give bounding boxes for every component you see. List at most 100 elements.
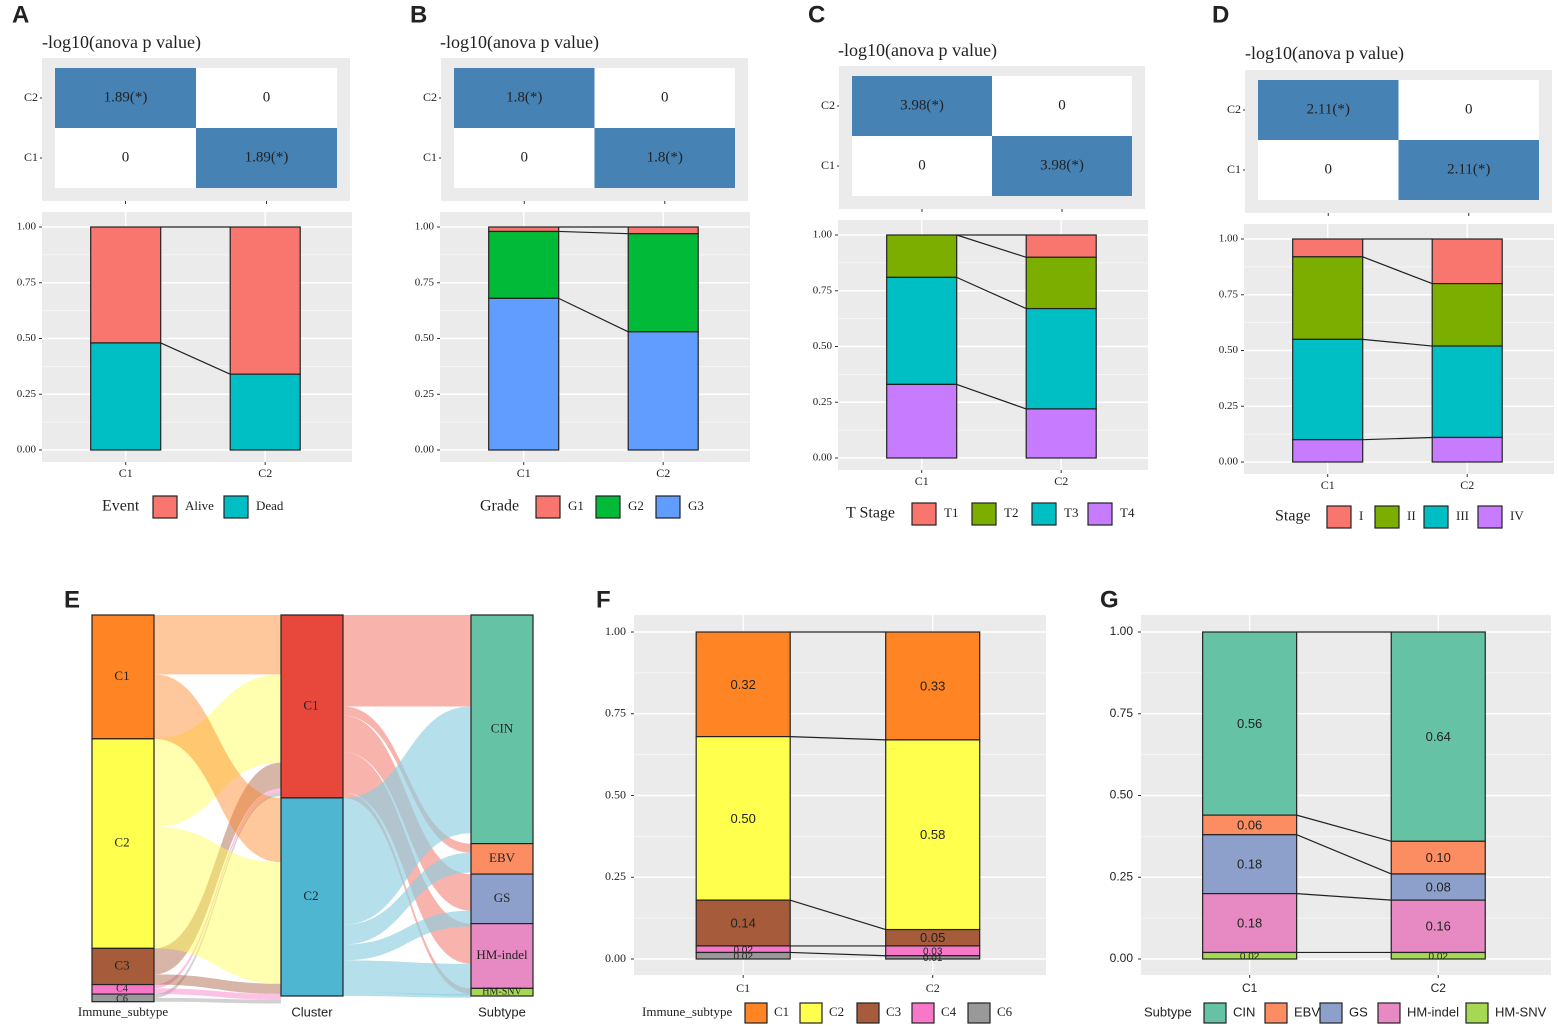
legend-swatch-g <box>1264 1002 1288 1024</box>
legend-label-c: T3 <box>1064 505 1078 520</box>
legend-swatch-f <box>799 1002 823 1024</box>
bar-segment-f <box>695 736 791 901</box>
y-tick-label-a: 1.00 <box>17 221 37 233</box>
bar-segment-g <box>1202 631 1298 816</box>
heatmap-cell-label-d: 2.11(*) <box>1307 101 1350 117</box>
heatmap-cell-a <box>196 68 337 128</box>
heatmap-row-label-b: C2 <box>423 90 437 104</box>
panel-label-f: F <box>596 586 611 613</box>
alluvial-flow <box>343 960 471 996</box>
bar-value-label-f: 0.32 <box>731 677 756 692</box>
legend-swatch-g <box>1465 1002 1489 1024</box>
y-tick-label-d: 1.00 <box>1219 233 1239 245</box>
legend-label-g: HM-SNV <box>1495 1004 1547 1019</box>
alluvial-flow <box>154 674 281 827</box>
y-tick-label-d: 0.00 <box>1219 456 1239 468</box>
heatmap-row-label-d: C1 <box>1227 162 1241 176</box>
connector-line-c <box>956 276 1027 310</box>
panel-label-e: E <box>64 586 80 613</box>
alluvial-flow <box>154 826 281 984</box>
alluvial-flow <box>154 762 281 975</box>
bar-value-label-g: 0.10 <box>1426 850 1451 865</box>
legend-label-f: C6 <box>997 1004 1013 1019</box>
legend-swatch-d <box>1477 505 1503 529</box>
alluvial-node <box>470 923 534 989</box>
legend-swatch-g <box>1203 1002 1227 1024</box>
x-tick-label-f: C1 <box>736 981 750 995</box>
legend-title-c: T Stage <box>846 505 895 522</box>
legend-label-g: EBV <box>1294 1004 1320 1019</box>
bar-segment-d <box>1292 256 1364 340</box>
x-tick-label-d: C2 <box>1460 478 1474 492</box>
legend-swatch-b <box>535 495 561 519</box>
legend-label-d: III <box>1456 508 1469 523</box>
heatmap-cell-a <box>55 128 196 188</box>
alluvial-flow <box>343 615 471 707</box>
x-tick-label-b: C1 <box>517 466 531 480</box>
heatmap-cell-label-a: 1.89(*) <box>104 89 148 105</box>
heatmap-title-c: -log10(anova p value) <box>838 40 997 61</box>
bar-segment-a <box>90 226 162 344</box>
bar-segment-f <box>885 631 981 741</box>
legend-swatch-b <box>595 495 621 519</box>
y-tick-label-f: 0.50 <box>605 787 626 801</box>
heatmap-cell-b <box>454 68 595 128</box>
heatmap-row-label-c: C1 <box>821 158 835 172</box>
heatmap-cell-b <box>454 128 595 188</box>
legend-label-c: T1 <box>944 505 958 520</box>
connector-line-g <box>1296 893 1392 901</box>
legend-label-d: II <box>1407 508 1416 523</box>
heatmap-cell-c <box>992 136 1132 196</box>
legend-label-g: CIN <box>1233 1004 1255 1019</box>
legend-swatch-c <box>971 502 997 526</box>
x-tick-label-c: C1 <box>915 474 929 488</box>
heatmap-row-label-a: C2 <box>24 90 38 104</box>
bar-value-label-f: 0.58 <box>920 827 945 842</box>
alluvial-node <box>470 842 534 875</box>
bar-segment-d <box>1431 345 1503 439</box>
alluvial-node <box>91 993 155 1003</box>
connector-line-g <box>1296 814 1392 842</box>
panel-label-a: A <box>12 1 29 28</box>
x-tick-label-d: C1 <box>1321 478 1335 492</box>
heatmap-title-a: -log10(anova p value) <box>42 32 201 53</box>
alluvial-flow <box>343 992 471 998</box>
x-tick-label-b: C2 <box>656 466 670 480</box>
x-tick-label-a: C1 <box>119 466 133 480</box>
alluvial-node-label: C1 <box>114 668 129 683</box>
bar-value-label-g: 0.02 <box>1240 951 1260 962</box>
alluvial-flow <box>343 910 471 961</box>
y-tick-label-g: 0.00 <box>1110 951 1134 965</box>
bar-value-label-g: 0.02 <box>1429 951 1449 962</box>
bar-segment-a <box>229 226 301 375</box>
plot-bg-c <box>838 220 1148 470</box>
bar-segment-c <box>886 276 958 386</box>
alluvial-node <box>280 614 344 799</box>
alluvial-node-label: C6 <box>116 994 128 1005</box>
alluvial-node <box>91 947 155 986</box>
legend-label-g: HM-indel <box>1407 1004 1459 1019</box>
bar-segment-g <box>1390 951 1486 960</box>
bar-segment-c <box>886 383 958 459</box>
y-tick-label-b: 0.50 <box>415 332 435 344</box>
y-tick-label-g: 0.50 <box>1110 788 1134 802</box>
bar-value-label-f: 0.14 <box>731 915 756 930</box>
legend-swatch-c <box>911 502 937 526</box>
heatmap-cell-label-d: 0 <box>1325 161 1333 177</box>
alluvial-node-label: C2 <box>303 888 318 903</box>
y-tick-label-d: 0.75 <box>1219 288 1239 300</box>
bar-value-label-f: 0.33 <box>920 678 945 693</box>
heatmap-row-label-b: C1 <box>423 150 437 164</box>
y-tick-label-a: 0.50 <box>17 332 37 344</box>
panel-label-g: G <box>1100 586 1119 613</box>
x-tick-label-f: C2 <box>926 981 940 995</box>
alluvial-axis-label: Cluster <box>291 1004 333 1019</box>
y-tick-label-d: 0.50 <box>1219 344 1239 356</box>
alluvial-node-label: HM-indel <box>476 947 528 962</box>
bar-segment-c <box>886 234 958 278</box>
heatmap-cell-label-a: 0 <box>122 149 130 165</box>
bar-segment-d <box>1292 338 1364 441</box>
heatmap-cell-c <box>852 76 992 136</box>
legend-label-a: Alive <box>185 498 214 513</box>
y-tick-label-g: 0.75 <box>1110 706 1134 720</box>
